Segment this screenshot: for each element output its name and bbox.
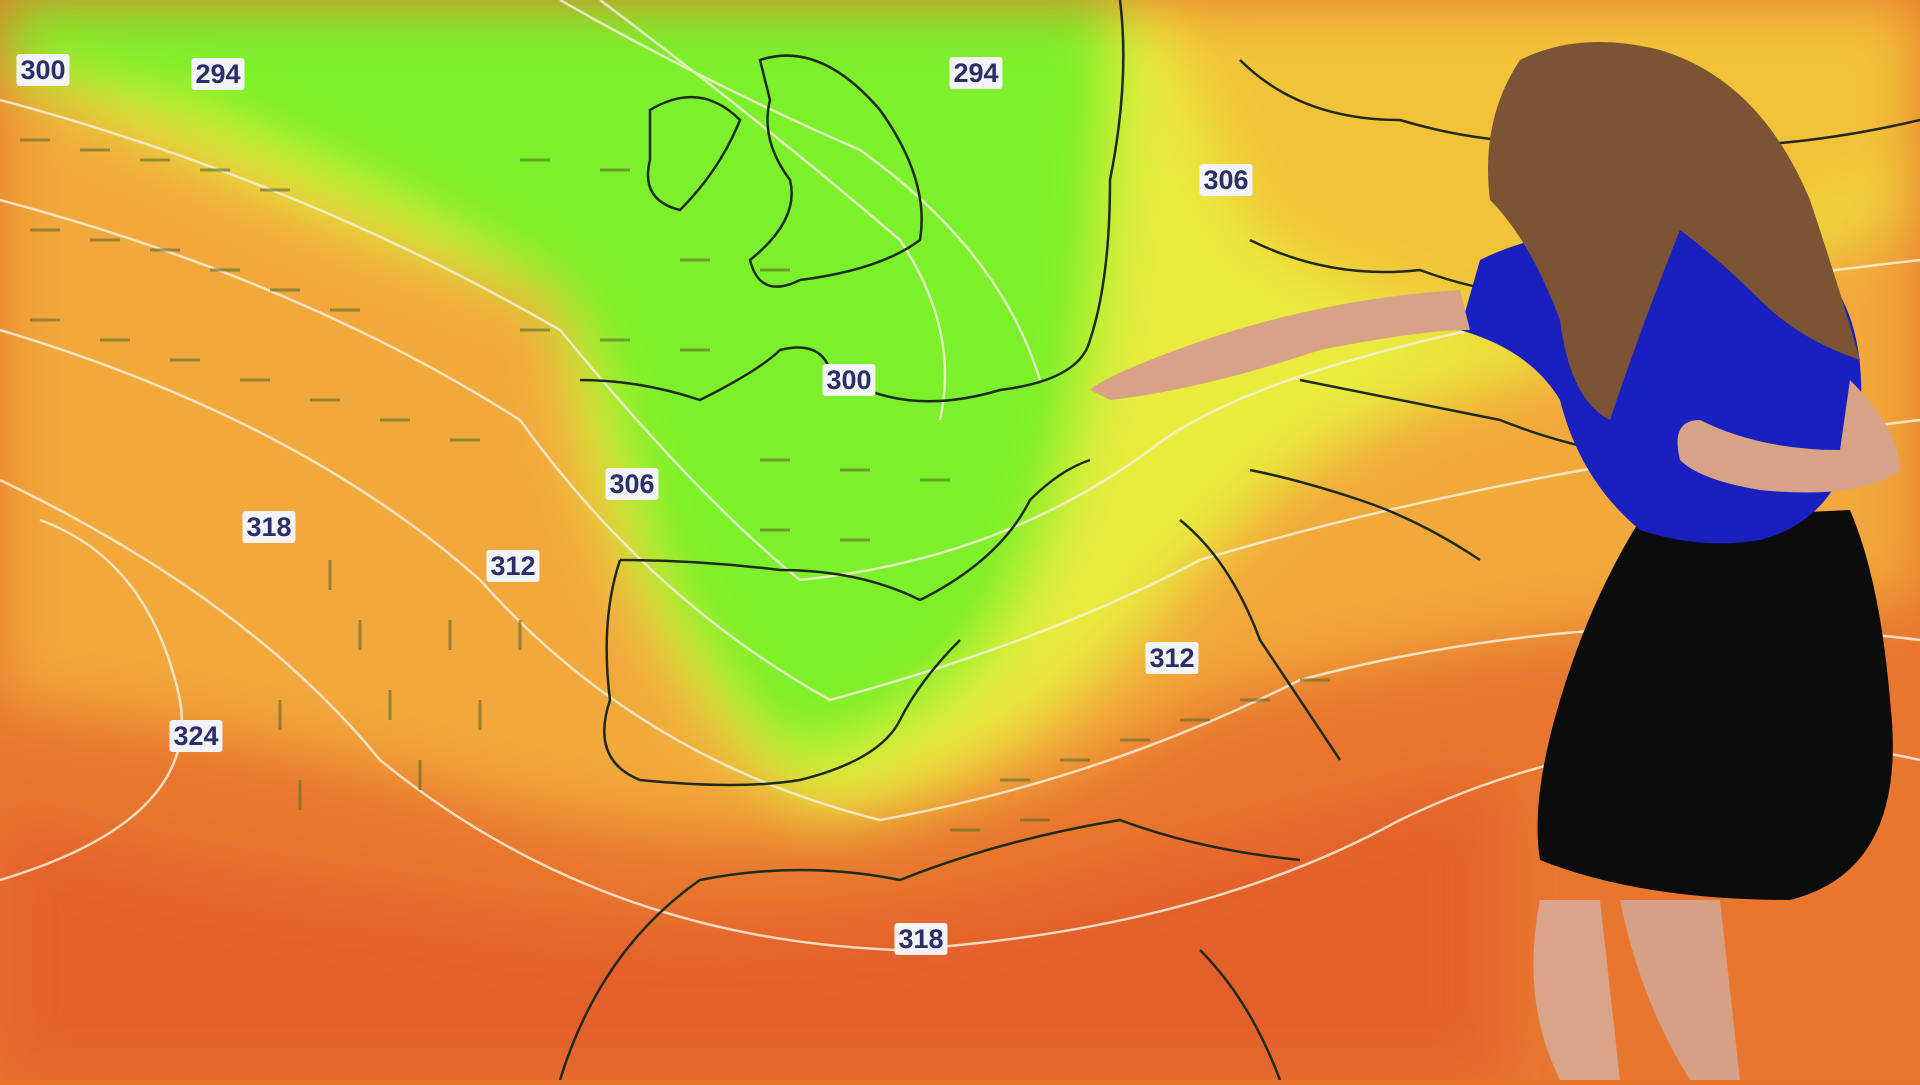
presenter-arm-bent: [1677, 380, 1900, 493]
presenter-arm-pointing: [1090, 290, 1470, 400]
contour-label: 312: [486, 550, 540, 582]
coastlines: [558, 0, 1920, 1081]
contour-label: 294: [949, 57, 1003, 89]
presenter-hair: [1488, 42, 1860, 420]
contour-label: 306: [1199, 164, 1253, 196]
contour-label: 318: [242, 511, 296, 543]
presenter-skirt: [1537, 510, 1893, 900]
contour-label: 300: [822, 364, 876, 396]
contour-label: 300: [16, 54, 70, 86]
contour-label: 312: [1145, 642, 1199, 674]
wind-barbs: [20, 138, 1330, 832]
contour-label: 318: [894, 923, 948, 955]
presenter-leg-left: [1533, 900, 1620, 1080]
contour-label: 294: [191, 58, 245, 90]
presenter-leg-right: [1620, 900, 1740, 1080]
contour-label: 324: [169, 720, 223, 752]
contour-label: 306: [605, 468, 659, 500]
